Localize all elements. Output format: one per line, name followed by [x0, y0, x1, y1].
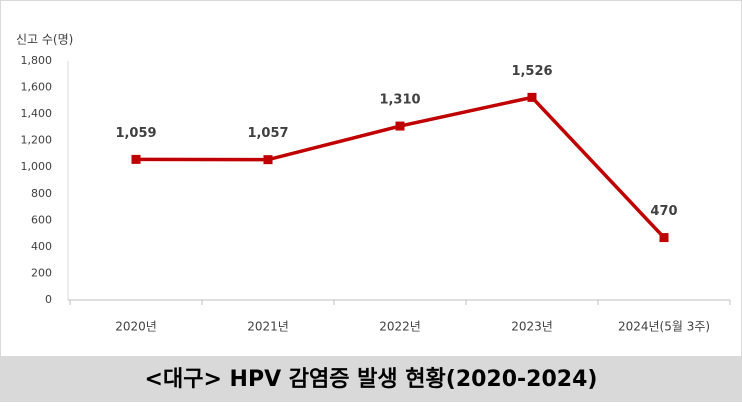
x-tick-label: 2024년(5월 3주) — [618, 320, 710, 334]
value-label: 1,057 — [247, 126, 288, 141]
y-tick-label: 600 — [31, 213, 52, 226]
title-banner — [0, 357, 742, 402]
chart-title: <대구> HPV 감염증 발생 현황(2020-2024) — [145, 367, 598, 392]
value-label: 1,526 — [511, 64, 552, 79]
y-tick-label: 1,000 — [21, 160, 53, 173]
x-tick-label: 2020년 — [115, 320, 157, 334]
point-marker — [131, 154, 141, 164]
point-marker — [263, 155, 273, 165]
y-tick-label: 1,400 — [21, 107, 53, 120]
y-tick-label: 1,800 — [21, 54, 53, 67]
x-tick-label: 2022년 — [379, 320, 421, 334]
y-axis-label: 신고 수(명) — [16, 33, 73, 47]
value-label: 1,059 — [115, 126, 156, 141]
y-tick-label: 400 — [31, 240, 52, 253]
y-tick-label: 1,600 — [21, 81, 53, 94]
x-tick-label: 2023년 — [511, 320, 553, 334]
x-tick-label: 2021년 — [247, 320, 289, 334]
y-tick-label: 1,200 — [21, 134, 53, 147]
point-marker — [395, 121, 405, 131]
y-tick-label: 800 — [31, 187, 52, 200]
value-label: 1,310 — [379, 93, 420, 108]
point-marker — [527, 92, 537, 102]
value-label: 470 — [650, 204, 677, 219]
y-tick-label: 0 — [45, 293, 52, 306]
y-tick-label: 200 — [31, 266, 52, 279]
chart-frame — [0, 0, 742, 357]
point-marker — [659, 233, 669, 243]
